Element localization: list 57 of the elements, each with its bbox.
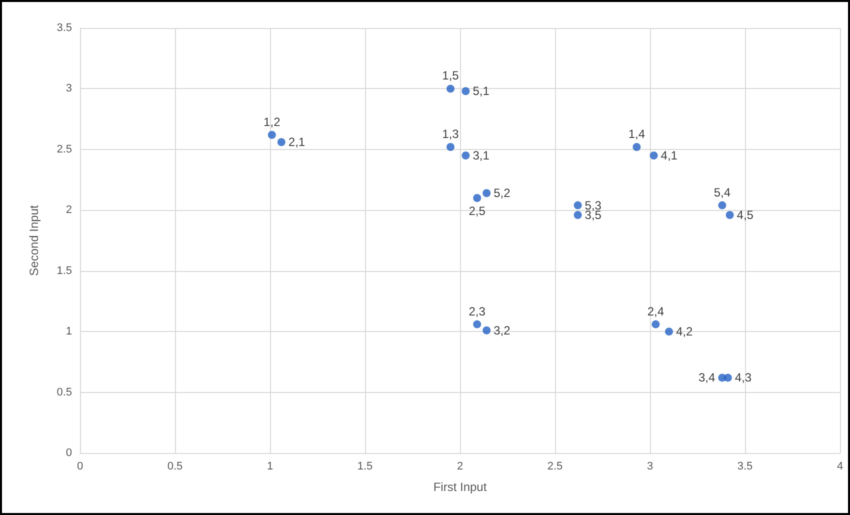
y-tick-label: 0 <box>66 447 72 459</box>
point <box>718 201 726 210</box>
point <box>446 143 454 151</box>
y-tick-label: 0.5 <box>56 386 72 398</box>
point <box>574 201 582 210</box>
annotation: 1,4 <box>628 127 646 141</box>
x-tick-label: 3.5 <box>737 460 753 472</box>
annotation: 2,1 <box>288 135 306 150</box>
point <box>665 328 673 336</box>
x-tick-label: 4 <box>836 460 844 472</box>
point <box>473 320 482 328</box>
point <box>650 152 658 160</box>
point <box>473 194 482 202</box>
y-tick-label: 1.5 <box>56 264 72 277</box>
y-tick-label: 2 <box>66 204 72 216</box>
y-tick-label: 3.5 <box>56 22 72 34</box>
annotation: 5,4 <box>714 185 731 200</box>
annotation: 4,5 <box>736 208 754 222</box>
point <box>724 374 732 382</box>
x-tick-label: 1.5 <box>357 460 373 472</box>
annotation: 5,2 <box>494 186 511 200</box>
x-tick-label: 0.5 <box>167 460 183 472</box>
annotation: 5,1 <box>472 84 490 98</box>
annotation: 4,2 <box>676 324 694 339</box>
annotation: 3,2 <box>494 323 511 338</box>
point <box>632 143 641 151</box>
annotation: 1,5 <box>442 68 460 83</box>
point <box>462 152 470 160</box>
y-tick-label: 2.5 <box>56 143 72 156</box>
x-axis-title: First Input <box>433 480 488 494</box>
point <box>482 326 491 334</box>
annotation: 2,5 <box>468 204 486 218</box>
y-axis-title: Second Input <box>27 204 41 276</box>
point <box>652 320 660 328</box>
point <box>726 211 734 219</box>
annotation: 4,1 <box>660 148 678 162</box>
annotation: 3,4 <box>698 370 716 385</box>
annotation: 3,1 <box>472 148 490 162</box>
annotation: 1,2 <box>264 114 281 129</box>
point <box>482 189 491 198</box>
x-tick-label: 2 <box>456 460 464 472</box>
y-tick-label: 3 <box>66 82 72 95</box>
x-tick-label: 2.5 <box>547 460 563 472</box>
point <box>574 211 582 219</box>
annotation: 2,4 <box>647 304 664 318</box>
y-tick-label: 1 <box>66 326 72 338</box>
annotation: 2,3 <box>468 304 486 318</box>
annotation: 5,3 <box>584 198 602 212</box>
annotation: 4,3 <box>734 370 752 385</box>
annotation: 1,3 <box>442 127 460 141</box>
point <box>446 84 454 93</box>
x-tick-label: 0 <box>76 460 84 472</box>
point <box>277 138 286 146</box>
point <box>268 130 276 139</box>
x-tick-label: 3 <box>646 460 654 472</box>
x-tick-label: 1 <box>266 460 274 472</box>
point <box>462 87 470 96</box>
